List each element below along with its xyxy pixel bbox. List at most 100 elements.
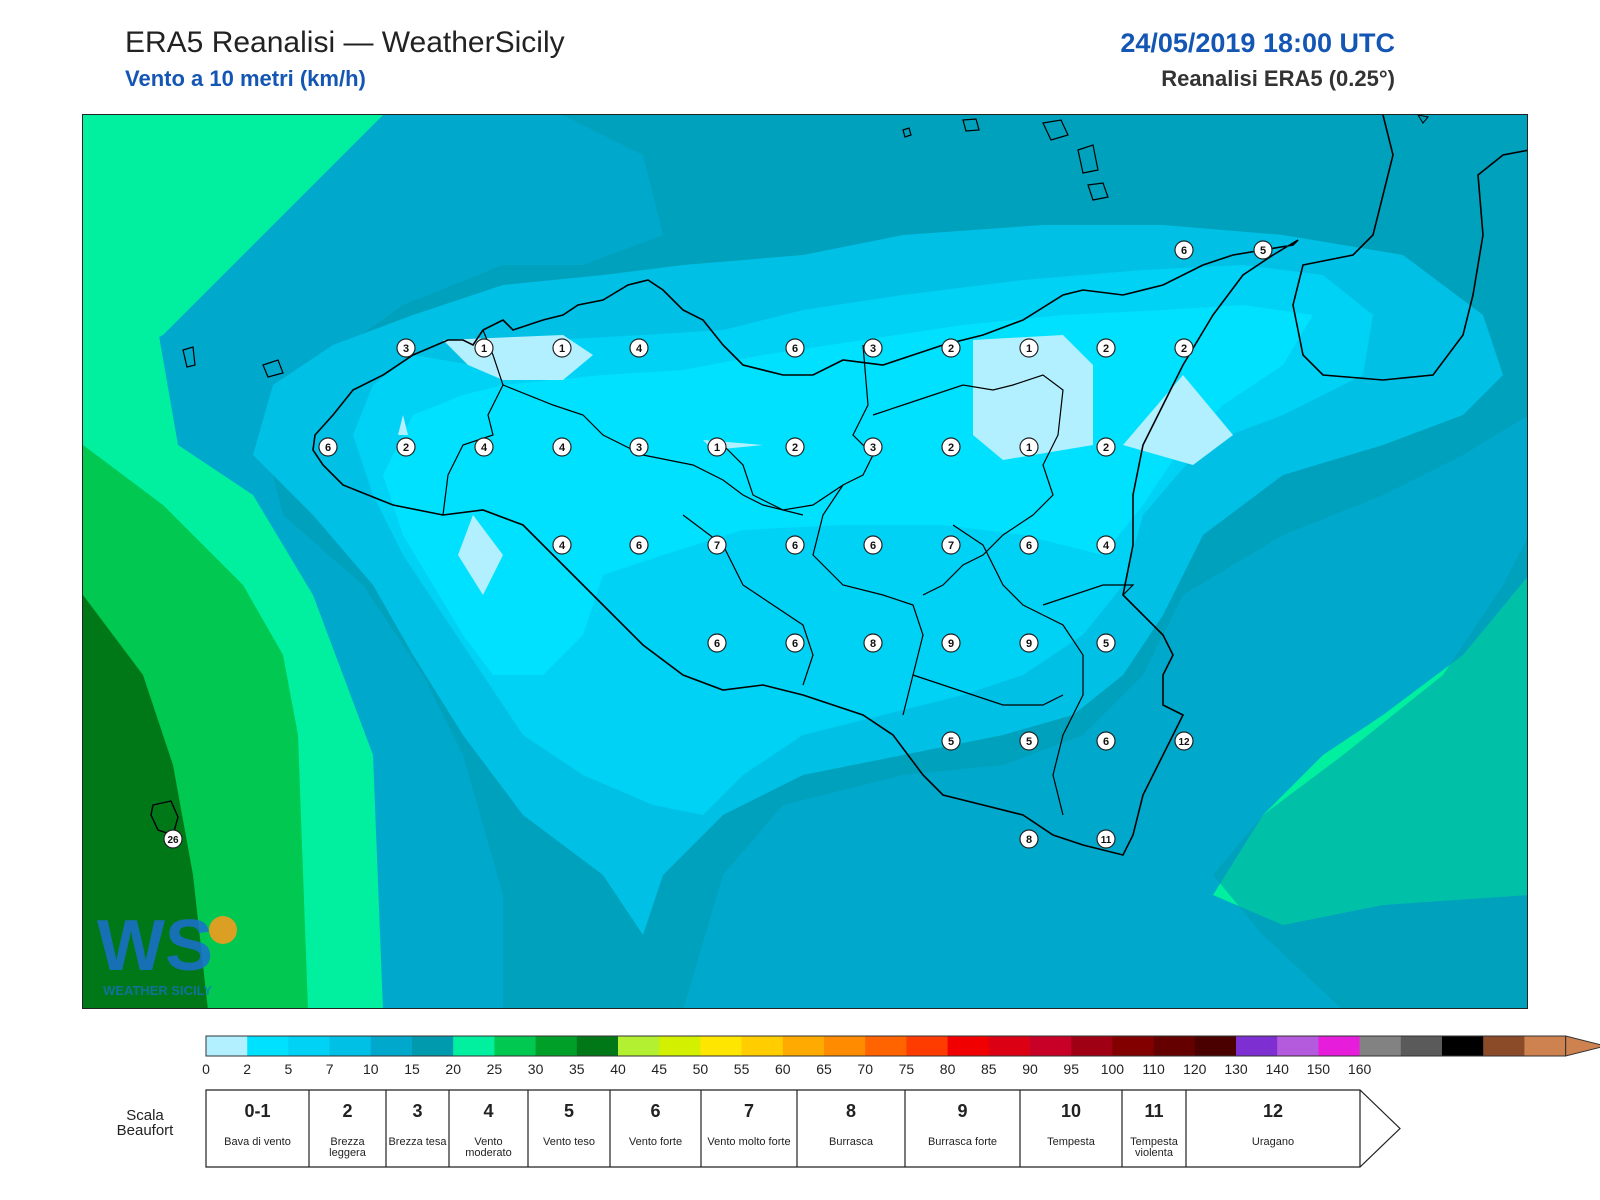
colorbar-extend-arrow: [1565, 1035, 1600, 1057]
colorbar-swatch: [1112, 1036, 1155, 1056]
beaufort-class-number: 3: [412, 1101, 423, 1121]
province-border-2: [502, 384, 804, 516]
wind-station-marker: 9: [941, 633, 961, 653]
colorbar-swatch: [659, 1036, 701, 1056]
wind-marker-value: 4: [559, 540, 566, 552]
wind-marker-value: 8: [870, 638, 876, 650]
wind-marker-circle: [474, 437, 494, 457]
island-marettimo: [182, 346, 196, 368]
beaufort-class-name: Brezza tesa: [388, 1136, 447, 1148]
wind-station-marker: 1: [474, 338, 494, 358]
wind-marker-circle: [1019, 731, 1039, 751]
colorbar-swatch: [494, 1036, 537, 1056]
colorbar-swatch: [1442, 1036, 1484, 1056]
wind-marker-value: 3: [403, 343, 409, 355]
colorbar-swatch: [1524, 1036, 1567, 1056]
wind-station-marker: 4: [629, 338, 649, 358]
wind-station-marker: 1: [552, 338, 572, 358]
beaufort-class-number: 0-1: [244, 1101, 271, 1121]
wind-marker-circle: [785, 338, 805, 358]
logo-text: WS: [97, 906, 213, 986]
beaufort-scale-label: Scala Beaufort: [110, 1108, 180, 1138]
wind-marker-value: 6: [792, 540, 798, 552]
colorbar-swatch: [412, 1036, 454, 1056]
wind-marker-circle: [1019, 535, 1039, 555]
wind-marker-value: 6: [1181, 245, 1187, 257]
colorbar-tick-label: 10: [363, 1061, 379, 1077]
wind-marker-circle: [863, 437, 883, 457]
colorbar-swatch: [906, 1036, 949, 1056]
wind-station-marker: 11: [1096, 829, 1116, 849]
colorbar-tick-label: 55: [734, 1061, 750, 1077]
colorbar-tick-label: 160: [1348, 1061, 1372, 1077]
colorbar-swatch: [1071, 1036, 1113, 1056]
wind-marker-circle: [318, 437, 338, 457]
wind-marker-circle: [941, 731, 961, 751]
wind-marker-circle: [1096, 437, 1116, 457]
beaufort-label-line2: Beaufort: [116, 1122, 174, 1139]
wind-marker-value: 6: [870, 540, 876, 552]
wind-station-marker: 1: [1019, 338, 1039, 358]
beaufort-class-number: 11: [1144, 1101, 1164, 1121]
wind-marker-value: 5: [1026, 736, 1032, 748]
map-title: ERA5 Reanalisi — WeatherSicily: [125, 26, 565, 59]
wind-marker-circle: [1174, 240, 1194, 260]
wind-station-marker: 4: [474, 437, 494, 457]
wind-marker-value: 4: [559, 442, 566, 454]
wind-marker-value: 12: [1178, 737, 1190, 748]
wind-marker-circle: [474, 338, 494, 358]
wind-station-marker: 6: [629, 535, 649, 555]
wind-marker-value: 3: [870, 442, 876, 454]
wind-speed-colorbar: 0 2 5 7 10 15 20 25 30 35 40 45 50 55 60 65 70 75 80 85 90 95…: [202, 1035, 1600, 1077]
colorbar-tick-label: 95: [1063, 1061, 1079, 1077]
wind-marker-circle: [785, 535, 805, 555]
colorbar-swatch: [1359, 1036, 1402, 1056]
beaufort-class-name: Bava di vento: [224, 1136, 291, 1148]
wind-marker-value: 4: [1103, 540, 1110, 552]
wind-marker-value: 26: [167, 835, 179, 846]
wind-marker-value: 9: [1026, 638, 1032, 650]
calm-patch-5: [398, 415, 408, 435]
wind-marker-value: 6: [1026, 540, 1032, 552]
wind-station-marker: 2: [1096, 437, 1116, 457]
wind-station-marker: 5: [1096, 633, 1116, 653]
wind-station-marker: 6: [863, 535, 883, 555]
colorbar-tick-label: 65: [816, 1061, 832, 1077]
beaufort-class-name: Vento molto forte: [707, 1136, 791, 1148]
colorbar-tick-label: 120: [1183, 1061, 1207, 1077]
wind-station-marker: 26: [163, 829, 183, 849]
beaufort-label-line1: Scala: [126, 1107, 164, 1124]
wind-station-marker: 2: [1096, 338, 1116, 358]
colorbar-tick-label: 60: [775, 1061, 791, 1077]
colorbar-swatch: [329, 1036, 372, 1056]
beaufort-class-name: Tempesta violenta: [1130, 1136, 1178, 1159]
wind-marker-circle: [1019, 633, 1039, 653]
beaufort-class-name: Tempesta: [1047, 1136, 1095, 1148]
wind-station-marker: 12: [1174, 731, 1194, 751]
colorbar-tick-label: 25: [487, 1061, 503, 1077]
colorbar-tick-label: 2: [243, 1061, 251, 1077]
colorbar-tick-label: 40: [610, 1061, 626, 1077]
wind-marker-value: 1: [1026, 442, 1032, 454]
beaufort-class-number: 12: [1262, 1101, 1284, 1121]
colorbar-tick-label: 70: [857, 1061, 873, 1077]
wind-marker-value: 2: [1103, 442, 1109, 454]
wind-marker-circle: [629, 535, 649, 555]
wind-marker-circle: [1096, 535, 1116, 555]
colorbar-swatch: [576, 1036, 619, 1056]
wind-station-marker: 3: [629, 437, 649, 457]
colorbar-swatch: [206, 1036, 248, 1056]
wind-station-marker: 6: [785, 633, 805, 653]
wind-marker-circle: [941, 535, 961, 555]
wind-marker-circle: [1019, 829, 1039, 849]
wind-marker-circle: [863, 633, 883, 653]
colorbar-tick-label: 45: [651, 1061, 667, 1077]
beaufort-class-number: 2: [342, 1101, 353, 1121]
wind-marker-circle: [863, 535, 883, 555]
map-datetime: 24/05/2019 18:00 UTC: [1120, 28, 1395, 58]
colorbar-tick-label: 0: [202, 1061, 210, 1077]
wind-marker-circle: [707, 535, 727, 555]
wind-marker-circle: [1019, 338, 1039, 358]
wind-marker-circle: [1096, 633, 1116, 653]
wind-marker-circle: [1019, 437, 1039, 457]
